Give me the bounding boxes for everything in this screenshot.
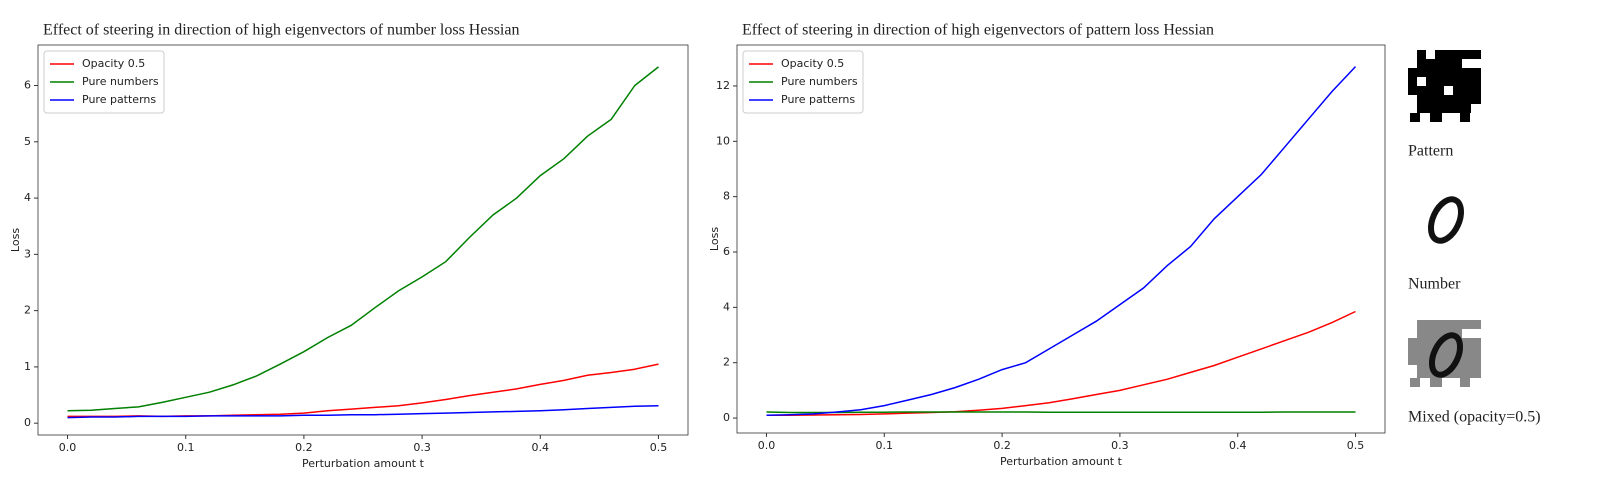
legend-box	[742, 50, 864, 114]
x-tick-label: 0.0	[59, 441, 77, 454]
legend-box	[43, 50, 165, 114]
x-tick-label: 0.3	[413, 441, 431, 454]
legend-label: Pure numbers	[781, 75, 858, 88]
y-tick-label: 2	[723, 356, 730, 369]
side-label: Pattern	[1408, 143, 1453, 160]
x-tick-label: 0.5	[650, 441, 668, 454]
x-tick-label: 0.5	[1347, 439, 1365, 452]
y-tick-label: 5	[24, 135, 31, 148]
x-tick-label: 0.1	[876, 439, 894, 452]
legend-label: Pure patterns	[82, 93, 156, 106]
side-label: Number	[1408, 276, 1461, 293]
x-tick-label: 0.4	[532, 441, 550, 454]
chart-title: Effect of steering in direction of high …	[742, 22, 1214, 39]
pattern-image	[1408, 50, 1481, 122]
plot-frame	[37, 44, 689, 436]
y-axis-label: Loss	[9, 228, 22, 252]
chart-title: Effect of steering in direction of high …	[43, 22, 519, 39]
series-line	[67, 66, 659, 412]
legend-label: Opacity 0.5	[82, 57, 145, 70]
y-tick-label: 4	[24, 191, 31, 204]
y-tick-label: 12	[716, 79, 730, 92]
x-tick-label: 0.3	[1111, 439, 1129, 452]
legend-label: Pure patterns	[781, 93, 855, 106]
y-tick-label: 0	[24, 416, 31, 429]
plot-frame	[736, 44, 1386, 434]
series-line	[67, 404, 659, 419]
y-tick-label: 6	[723, 245, 730, 258]
y-tick-label: 8	[723, 190, 730, 203]
y-tick-label: 0	[723, 411, 730, 424]
mixed-image	[1408, 320, 1481, 387]
series-line	[67, 363, 659, 418]
series-line	[766, 66, 1357, 417]
y-tick-label: 2	[24, 304, 31, 317]
y-tick-label: 4	[723, 300, 730, 313]
x-tick-label: 0.0	[758, 439, 776, 452]
x-tick-label: 0.2	[295, 441, 313, 454]
x-tick-label: 0.2	[993, 439, 1011, 452]
x-axis-label: Perturbation amount t	[302, 457, 425, 470]
side-label: Mixed (opacity=0.5)	[1408, 409, 1541, 426]
y-tick-label: 6	[24, 79, 31, 92]
x-tick-label: 0.4	[1229, 439, 1247, 452]
x-tick-label: 0.1	[177, 441, 195, 454]
y-tick-label: 1	[24, 360, 31, 373]
legend-label: Opacity 0.5	[781, 57, 844, 70]
y-axis-label: Loss	[708, 227, 721, 251]
number-image	[1427, 196, 1465, 244]
series-line	[766, 310, 1356, 417]
series-line	[766, 411, 1356, 414]
y-tick-label: 10	[716, 134, 730, 147]
x-axis-label: Perturbation amount t	[1000, 455, 1123, 468]
legend-label: Pure numbers	[82, 75, 159, 88]
y-tick-label: 3	[24, 247, 31, 260]
